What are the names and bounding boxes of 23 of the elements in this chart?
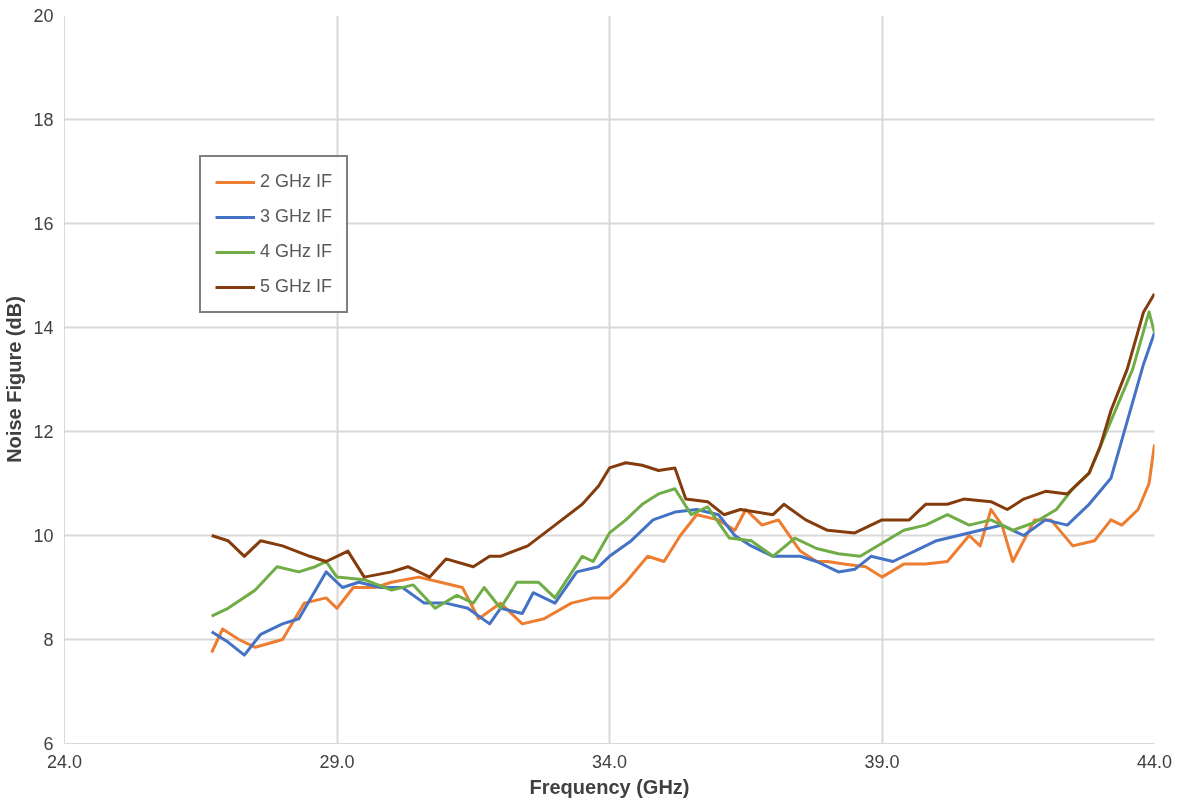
line-series	[210, 292, 1155, 579]
line-series	[210, 310, 1155, 618]
y-tick-label: 18	[33, 110, 54, 130]
y-axis-title: Noise Figure (dB)	[3, 296, 26, 463]
y-tick-label: 10	[33, 526, 54, 546]
y-tick-label: 8	[43, 630, 54, 650]
x-tick-label: 24.0	[46, 751, 83, 772]
legend-label: 5 GHz IF	[260, 276, 333, 297]
x-axis-title: Frequency (GHz)	[529, 775, 690, 798]
x-tick-label: 39.0	[864, 751, 900, 772]
y-tick-label: 12	[33, 422, 54, 442]
x-tick-label: 34.0	[591, 751, 628, 772]
y-tick-label: 14	[33, 318, 54, 338]
x-tick-label: 29.0	[319, 751, 355, 772]
line-series	[210, 331, 1155, 657]
y-tick-label: 20	[33, 6, 54, 26]
legend-label: 2 GHz IF	[260, 171, 333, 192]
y-tick-label: 16	[33, 214, 54, 234]
legend-label: 4 GHz IF	[260, 241, 333, 262]
legend-label: 3 GHz IF	[260, 206, 333, 227]
line-series	[210, 443, 1155, 654]
x-tick-label: 44.0	[1136, 751, 1173, 772]
y-tick-label: 6	[43, 734, 54, 754]
